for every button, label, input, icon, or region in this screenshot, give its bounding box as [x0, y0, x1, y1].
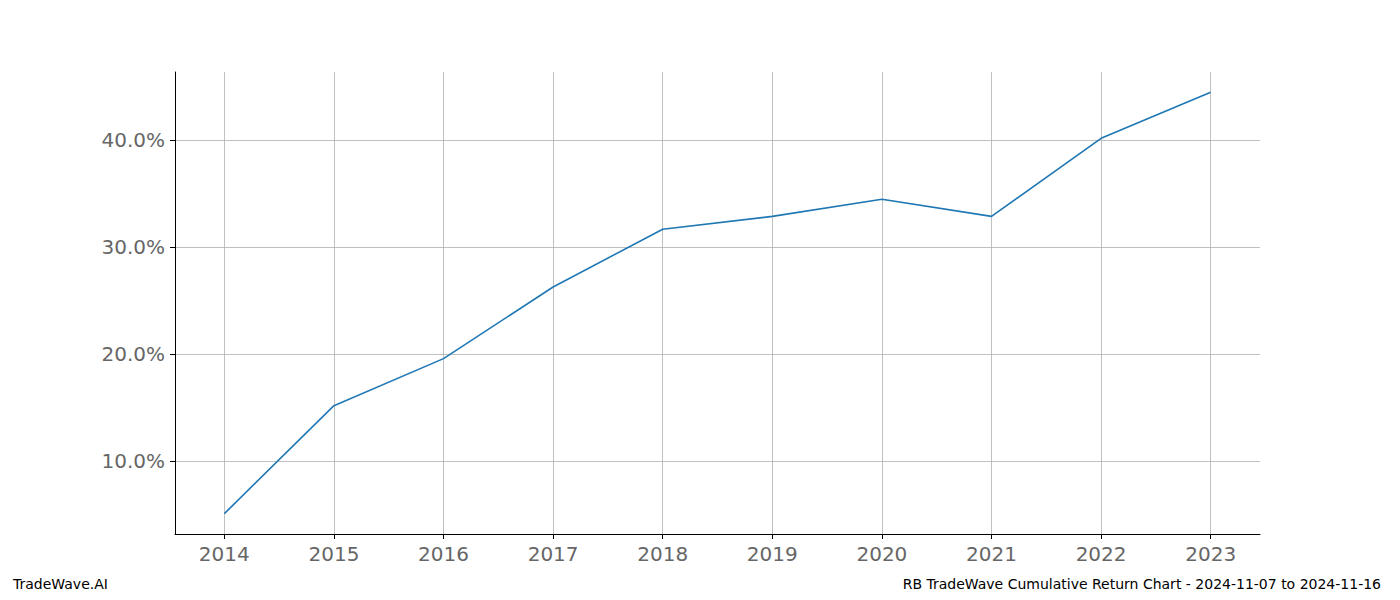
- svg-text:10.0%: 10.0%: [101, 449, 165, 473]
- svg-text:2022: 2022: [1076, 542, 1127, 566]
- svg-text:2015: 2015: [308, 542, 359, 566]
- svg-text:2017: 2017: [528, 542, 579, 566]
- svg-text:TradeWave.AI: TradeWave.AI: [12, 576, 108, 592]
- svg-text:2016: 2016: [418, 542, 469, 566]
- svg-text:2014: 2014: [199, 542, 250, 566]
- svg-text:2019: 2019: [747, 542, 798, 566]
- svg-text:20.0%: 20.0%: [101, 342, 165, 366]
- svg-text:2021: 2021: [966, 542, 1017, 566]
- svg-text:40.0%: 40.0%: [101, 128, 165, 152]
- svg-text:2023: 2023: [1185, 542, 1236, 566]
- svg-text:2020: 2020: [856, 542, 907, 566]
- svg-text:30.0%: 30.0%: [101, 235, 165, 259]
- svg-text:RB TradeWave Cumulative Return: RB TradeWave Cumulative Return Chart - 2…: [903, 576, 1381, 592]
- svg-text:2018: 2018: [637, 542, 688, 566]
